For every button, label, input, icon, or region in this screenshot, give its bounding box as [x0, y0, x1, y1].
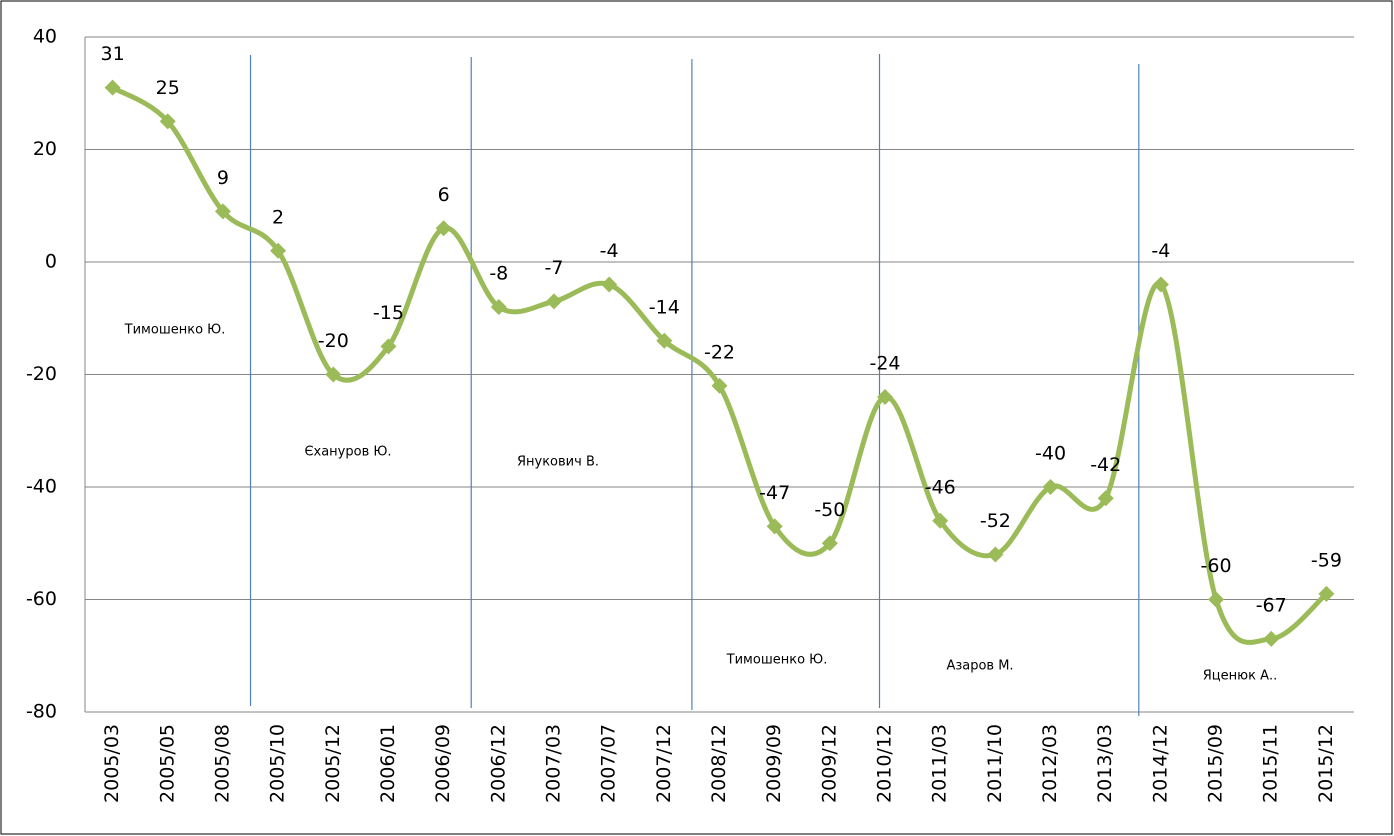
marker: [877, 389, 894, 405]
x-tick-label: 2005/10: [267, 724, 289, 803]
data-label: 25: [156, 77, 180, 99]
marker: [932, 512, 949, 529]
data-label: -46: [925, 476, 956, 498]
x-tick-label: 2010/12: [874, 724, 896, 803]
marker: [214, 203, 231, 220]
marker: [545, 293, 562, 310]
data-label: 6: [438, 184, 450, 206]
data-label: -4: [1151, 240, 1170, 262]
marker: [601, 276, 618, 293]
data-label: -60: [1201, 555, 1232, 577]
marker: [435, 220, 452, 237]
data-label: -59: [1311, 549, 1342, 571]
data-label: -15: [373, 302, 404, 324]
x-tick-label: 2008/12: [708, 724, 730, 803]
x-tick-label: 2005/12: [322, 724, 344, 803]
x-tick-label: 2012/03: [1039, 724, 1061, 803]
x-tick-label: 2015/12: [1315, 724, 1337, 803]
y-tick-label: -60: [26, 588, 57, 610]
x-tick-label: 2006/09: [432, 724, 454, 803]
x-tick-label: 2014/12: [1149, 724, 1171, 803]
marker: [325, 366, 342, 383]
data-label: -24: [869, 353, 900, 375]
x-tick-label: 2013/03: [1094, 724, 1116, 803]
y-tick-label: -40: [26, 476, 57, 498]
marker: [1318, 585, 1335, 602]
annotation: Тимошенко Ю.: [124, 323, 226, 338]
marker: [821, 535, 838, 552]
marker: [104, 79, 121, 96]
x-tick-label: 2009/12: [818, 724, 840, 803]
data-label: -8: [489, 263, 508, 285]
x-tick-label: 2007/12: [653, 724, 675, 803]
x-tick-label: 2007/03: [542, 724, 564, 803]
marker: [987, 546, 1004, 563]
data-label: -52: [980, 510, 1011, 532]
marker: [159, 113, 176, 130]
data-label: -14: [649, 296, 680, 318]
data-label: -47: [759, 482, 790, 504]
x-tick-label: 2006/01: [377, 724, 399, 803]
data-label: 9: [217, 167, 229, 189]
x-tick-label: 2007/07: [598, 724, 620, 803]
marker: [1042, 479, 1059, 495]
marker: [490, 299, 507, 315]
data-label: 2: [272, 206, 284, 228]
x-tick-label: 2005/05: [156, 724, 178, 803]
annotation: Тимошенко Ю.: [726, 653, 828, 668]
y-tick-label: -80: [26, 701, 57, 723]
y-tick-label: 0: [45, 251, 57, 273]
data-label: 31: [100, 43, 124, 65]
marker: [380, 338, 397, 355]
x-tick-label: 2011/10: [984, 724, 1006, 803]
data-label: -40: [1035, 443, 1066, 465]
marker: [1097, 490, 1114, 507]
marker: [1263, 630, 1280, 647]
annotation: Яценюк А..: [1203, 669, 1277, 684]
y-tick-label: -20: [26, 363, 57, 385]
marker: [711, 377, 728, 394]
annotation: Янукович В.: [517, 455, 599, 470]
y-tick-label: 20: [33, 138, 57, 160]
annotation: Єхануров Ю.: [304, 445, 391, 460]
marker: [656, 332, 673, 349]
data-label: -42: [1090, 454, 1121, 476]
marker: [766, 518, 783, 535]
x-tick-label: 2006/12: [487, 724, 509, 803]
annotation: Азаров М.: [946, 659, 1013, 674]
data-label: -67: [1256, 594, 1287, 616]
x-tick-label: 2005/08: [211, 724, 233, 803]
data-label: -20: [318, 330, 349, 352]
x-tick-label: 2011/03: [929, 724, 951, 803]
marker: [1152, 276, 1169, 293]
marker: [1208, 591, 1225, 608]
x-tick-label: 2005/03: [101, 724, 123, 803]
y-tick-label: 40: [33, 26, 57, 48]
data-label: -4: [600, 240, 619, 262]
data-label: -22: [704, 341, 735, 363]
x-tick-label: 2015/11: [1260, 724, 1282, 803]
data-label: -50: [814, 499, 845, 521]
marker: [270, 242, 287, 259]
x-tick-label: 2015/09: [1205, 724, 1227, 803]
x-tick-label: 2009/09: [763, 724, 785, 803]
data-label: -7: [545, 257, 564, 279]
